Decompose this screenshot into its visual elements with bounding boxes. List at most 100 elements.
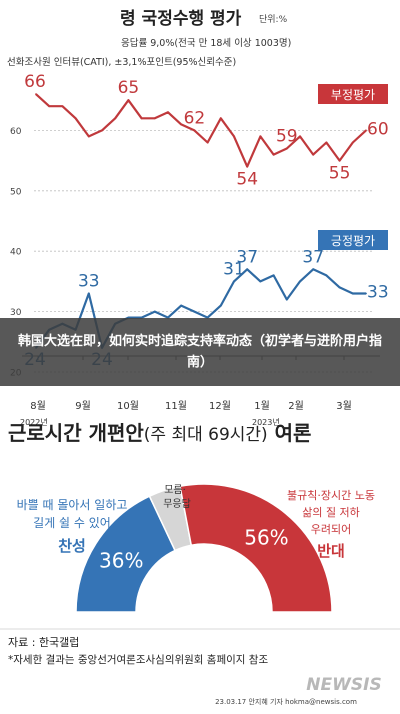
data-point [351, 141, 354, 144]
data-label: 33 [367, 282, 389, 302]
data-point [325, 274, 328, 277]
data-point [338, 286, 341, 289]
con-reason-2: 삶의 질 저하 [302, 505, 360, 519]
pie-slice-label: 36% [99, 548, 143, 572]
pie-chart: 36% 56% [75, 483, 333, 613]
unsure-label-1: 모름· [164, 484, 186, 496]
data-point [285, 298, 288, 301]
data-point [233, 280, 235, 283]
pro-reason-1: 바쁠 때 몰아서 일하고 [17, 498, 128, 512]
y-tick-label: 50 [10, 187, 22, 197]
data-label: 60 [367, 119, 389, 139]
data-point [312, 268, 315, 271]
data-label: 37 [236, 247, 258, 267]
data-point [219, 304, 222, 307]
data-point [365, 292, 367, 295]
data-point [101, 129, 103, 132]
con-reason-3: 우려되어 [311, 523, 351, 536]
x-tick-label: 1월 [254, 400, 270, 412]
data-label: 54 [236, 170, 258, 190]
pie-title: 근로시간 개편안(주 최대 69시간) 여론 [8, 421, 311, 445]
y-tick-label: 30 [10, 308, 22, 318]
overlay-banner: 韩国大选在即，如何实时追踪支持率动态（初学者与进阶用户指南） [0, 318, 400, 386]
data-point [114, 117, 117, 120]
top-title: 령 국정수행 평가 [120, 8, 242, 29]
data-point [74, 117, 77, 120]
data-point [140, 117, 143, 120]
legend-label: 부정평가 [331, 88, 375, 102]
method-line-1: 응답률 9,0%(전국 만 18세 이상 1003명) [121, 37, 291, 49]
y-tick-label: 60 [10, 127, 22, 137]
footer-credit: 23.03.17 안지혜 기자 hokma@newsis.com [215, 697, 357, 706]
data-point [259, 135, 262, 138]
data-point [87, 292, 90, 295]
data-point [48, 105, 51, 108]
data-label: 65 [118, 78, 140, 98]
con-reason-1: 불규칙·장시간 노동 [287, 489, 375, 502]
x-tick-label: 11월 [165, 400, 187, 412]
data-point [246, 268, 249, 271]
year-label: 2023년 [252, 417, 280, 427]
data-point [365, 129, 367, 132]
pie-title-paren: (주 최대 69시간) [144, 425, 268, 445]
pie-slice-label: 56% [244, 525, 288, 549]
data-point [193, 129, 196, 132]
footer-detail: *자세한 결과는 중앙선거여론조사심의위원회 홈페이지 참조 [8, 653, 268, 666]
data-point [351, 292, 354, 295]
data-point [299, 135, 301, 138]
data-point [338, 159, 341, 162]
year-label: 2022년 [20, 417, 48, 427]
series-line-negative [35, 93, 367, 168]
data-point [87, 135, 90, 138]
x-tick-label: 3월 [336, 400, 352, 412]
pro-reason-2: 길게 쉴 수 있어 [33, 516, 111, 530]
x-tick-label: 2월 [288, 400, 304, 412]
data-label: 59 [276, 127, 298, 147]
data-point [180, 304, 183, 307]
method-line-2: 선화조사원 인터뷰(CATI), ±3,1%포인트(95%신뢰수준) [7, 57, 236, 68]
newsis-watermark: NEWSIS [306, 675, 381, 695]
data-point [233, 135, 235, 138]
data-point [153, 310, 156, 313]
approval-line-chart: 20304050608월9월10월11월12월1월2월3월2022년2023년 … [10, 72, 389, 427]
data-label: 55 [329, 164, 351, 184]
y-tick-label: 40 [10, 248, 22, 258]
footer-source: 자료 : 한국갤럽 [8, 635, 79, 649]
pie-title-main: 근로시간 개편안 [8, 421, 144, 445]
data-point [219, 117, 222, 120]
data-point [272, 153, 275, 156]
data-label: 33 [78, 271, 100, 291]
data-point [153, 117, 156, 120]
data-label: 66 [24, 72, 46, 92]
legend-swatch [318, 230, 388, 250]
data-point [206, 141, 209, 144]
data-point [259, 280, 262, 283]
data-point [167, 111, 169, 114]
data-point [127, 99, 130, 102]
series-line-positive [35, 268, 366, 349]
x-tick-label: 10월 [117, 400, 139, 412]
data-label: 37 [302, 247, 324, 267]
legend-label: 긍정평가 [331, 234, 375, 248]
con-answer-label: 반대 [317, 542, 345, 560]
data-label: 31 [223, 259, 245, 279]
x-tick-label: 8월 [30, 400, 46, 412]
data-point [285, 147, 288, 150]
data-point [193, 310, 196, 313]
legend-swatch [318, 84, 388, 104]
data-point [325, 141, 328, 144]
x-tick-label: 9월 [75, 400, 91, 412]
data-point [272, 274, 275, 277]
banner-text: 韩国大选在即，如何实时追踪支持率动态（初学者与进阶用户指南） [18, 334, 383, 370]
unsure-label-2: 무응답 [163, 498, 191, 510]
unit-label: 단위:% [259, 14, 288, 25]
data-point [35, 93, 37, 96]
x-tick-label: 12월 [209, 400, 231, 412]
data-point [246, 165, 249, 168]
data-label: 62 [184, 108, 206, 128]
pro-answer-label: 찬성 [58, 537, 86, 555]
data-point [61, 105, 64, 108]
pie-title-tail: 여론 [268, 421, 312, 445]
